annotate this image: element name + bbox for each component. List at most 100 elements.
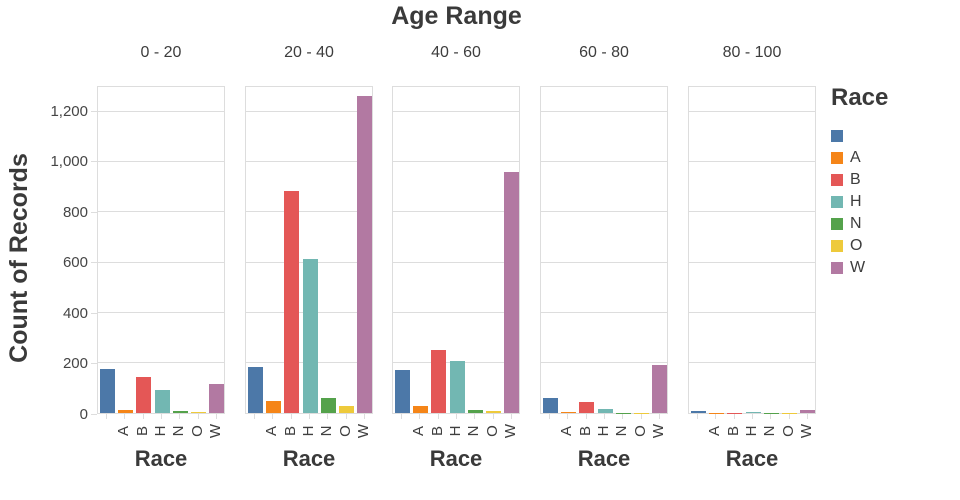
bar-blank bbox=[247, 367, 263, 413]
x-axis-title: Race bbox=[577, 446, 631, 471]
gridline bbox=[393, 261, 519, 263]
gridline bbox=[689, 111, 815, 113]
legend-swatch bbox=[831, 173, 843, 186]
gridline bbox=[689, 211, 815, 213]
x-tick-mark bbox=[622, 414, 624, 419]
x-tick-label: W bbox=[206, 423, 224, 439]
y-tick-label: 1,200 bbox=[50, 102, 88, 120]
x-tick-mark bbox=[604, 414, 605, 419]
y-tick-label: 800 bbox=[62, 203, 88, 221]
gridline bbox=[246, 111, 372, 113]
legend-swatch bbox=[831, 129, 843, 142]
x-tick-label: O bbox=[336, 425, 354, 437]
legend-label: B bbox=[850, 170, 861, 188]
x-tick-mark bbox=[715, 414, 717, 419]
x-tick-mark bbox=[510, 414, 512, 419]
x-tick-label: W bbox=[501, 423, 519, 439]
x-tick-mark bbox=[658, 414, 660, 419]
gridline bbox=[541, 311, 667, 313]
gridline bbox=[541, 211, 667, 213]
legend-entry: H bbox=[831, 191, 888, 212]
y-tick-mark bbox=[91, 211, 97, 213]
bar-W bbox=[357, 95, 373, 413]
facet-label: 60 - 80 bbox=[579, 44, 629, 61]
x-tick-label: B bbox=[724, 426, 742, 437]
x-tick-label: A bbox=[115, 426, 133, 437]
bar-W bbox=[800, 409, 816, 413]
x-tick-mark bbox=[567, 414, 569, 419]
legend-entry: W bbox=[831, 257, 888, 278]
legend-swatch bbox=[831, 239, 843, 252]
gridline bbox=[98, 361, 224, 363]
gridline bbox=[246, 211, 372, 213]
y-tick-label: 200 bbox=[62, 355, 88, 373]
x-tick-mark bbox=[309, 414, 310, 419]
x-tick-mark bbox=[437, 414, 439, 419]
x-tick-mark bbox=[549, 414, 551, 419]
x-tick-mark bbox=[290, 414, 292, 419]
x-tick-mark bbox=[770, 414, 772, 419]
x-tick-label: W bbox=[649, 423, 667, 439]
legend-entry: N bbox=[831, 213, 888, 234]
y-tick-label: 600 bbox=[62, 254, 88, 272]
y-tick-mark bbox=[91, 413, 97, 415]
gridline bbox=[689, 311, 815, 313]
gridline bbox=[393, 311, 519, 313]
bar-B bbox=[284, 191, 300, 413]
x-tick-label: A bbox=[558, 426, 576, 437]
x-tick-label: B bbox=[428, 426, 446, 437]
bar-blank bbox=[99, 369, 115, 413]
bar-O bbox=[339, 405, 355, 413]
facet-label: 40 - 60 bbox=[431, 44, 481, 61]
gridline bbox=[98, 111, 224, 113]
x-tick-mark bbox=[142, 414, 144, 419]
x-tick-mark bbox=[363, 414, 365, 419]
legend-entry: A bbox=[831, 147, 888, 168]
bar-A bbox=[265, 400, 281, 413]
x-tick-label: H bbox=[300, 425, 317, 437]
facet-panel bbox=[688, 86, 816, 414]
legend-label: O bbox=[850, 236, 863, 254]
bar-O bbox=[634, 412, 650, 413]
y-tick-mark bbox=[91, 363, 97, 365]
legend-title: Race bbox=[831, 84, 889, 111]
x-tick-label: O bbox=[631, 425, 649, 437]
x-tick-mark bbox=[474, 414, 476, 419]
y-tick-mark bbox=[91, 312, 97, 314]
y-tick-label: 0 bbox=[79, 405, 88, 423]
bar-H bbox=[302, 258, 318, 413]
legend-label: H bbox=[850, 192, 862, 210]
gridline bbox=[98, 261, 224, 263]
bar-B bbox=[727, 412, 743, 413]
x-tick-label: H bbox=[447, 425, 464, 437]
x-tick-mark bbox=[788, 414, 790, 419]
x-tick-label: O bbox=[779, 425, 797, 437]
x-tick-mark bbox=[640, 414, 642, 419]
gridline bbox=[98, 311, 224, 313]
gridline bbox=[98, 161, 224, 163]
x-tick-label: A bbox=[410, 426, 428, 437]
bar-W bbox=[504, 171, 520, 413]
x-tick-label: A bbox=[706, 426, 724, 437]
x-tick-label: N bbox=[613, 425, 631, 437]
x-tick-mark bbox=[327, 414, 329, 419]
legend-label: W bbox=[850, 258, 866, 276]
y-tick-mark bbox=[91, 161, 97, 163]
x-axis-title: Race bbox=[282, 446, 336, 471]
x-axis-title: Race bbox=[429, 446, 483, 471]
legend-swatch bbox=[831, 217, 843, 230]
bar-B bbox=[579, 401, 595, 413]
bar-H bbox=[154, 390, 170, 413]
gridline bbox=[98, 211, 224, 213]
gridline bbox=[541, 361, 667, 363]
bar-blank bbox=[394, 369, 410, 413]
x-tick-mark bbox=[179, 414, 181, 419]
x-tick-label: H bbox=[743, 425, 760, 437]
bar-B bbox=[136, 376, 152, 413]
gridline bbox=[541, 261, 667, 263]
x-tick-mark bbox=[697, 414, 699, 419]
facet-panel bbox=[392, 86, 520, 414]
